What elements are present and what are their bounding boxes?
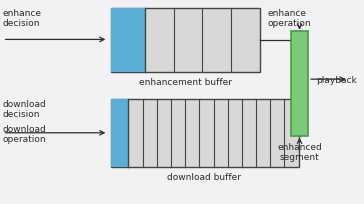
Text: enhanced
segment: enhanced segment [277,142,322,161]
Bar [291,32,308,136]
Bar [111,9,260,73]
Bar [111,100,128,167]
Text: download buffer: download buffer [167,172,241,181]
Text: playback: playback [316,75,357,84]
Bar [111,100,298,167]
Bar [111,9,145,73]
Text: download
operation: download operation [3,124,46,144]
Text: enhance
decision: enhance decision [3,9,41,28]
Text: enhancement buffer: enhancement buffer [139,78,232,87]
Text: download
decision: download decision [3,100,46,119]
Text: enhance
operation: enhance operation [268,9,312,28]
